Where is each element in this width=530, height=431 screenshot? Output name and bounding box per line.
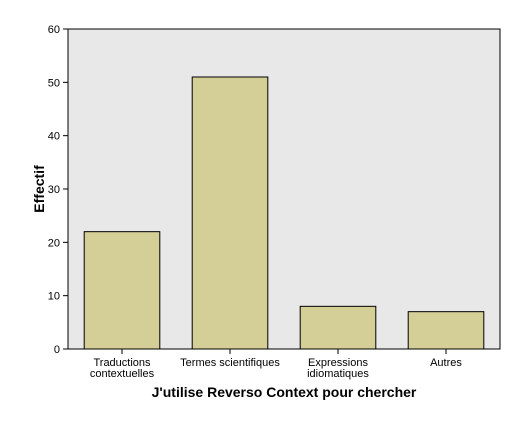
- y-axis-ticks: 0 10 20 30 40 50 60: [48, 24, 68, 356]
- y-tick-label: 40: [48, 131, 60, 143]
- y-tick-label: 10: [48, 291, 60, 303]
- y-tick-label: 50: [48, 77, 60, 89]
- bar-2: [299, 305, 377, 350]
- bars: [83, 76, 485, 350]
- x-axis-title: J'utilise Reverso Context pour chercher: [152, 384, 417, 400]
- y-axis-title: Effectif: [31, 165, 47, 213]
- x-category-label: Traductions: [93, 357, 151, 369]
- y-tick-label: 0: [54, 344, 60, 356]
- bar-3: [407, 311, 485, 350]
- y-tick-label: 20: [48, 237, 60, 249]
- bar-0: [83, 231, 161, 350]
- x-category-label: Autres: [430, 357, 462, 369]
- x-category-label: Termes scientifiques: [180, 357, 280, 369]
- x-category-label: Expressions: [308, 357, 368, 369]
- x-category-label: contextuelles: [90, 368, 155, 380]
- y-tick-label: 30: [48, 184, 60, 196]
- y-tick-label: 60: [48, 24, 60, 36]
- x-category-label: idiomatiques: [307, 368, 369, 380]
- bar-1: [191, 76, 269, 350]
